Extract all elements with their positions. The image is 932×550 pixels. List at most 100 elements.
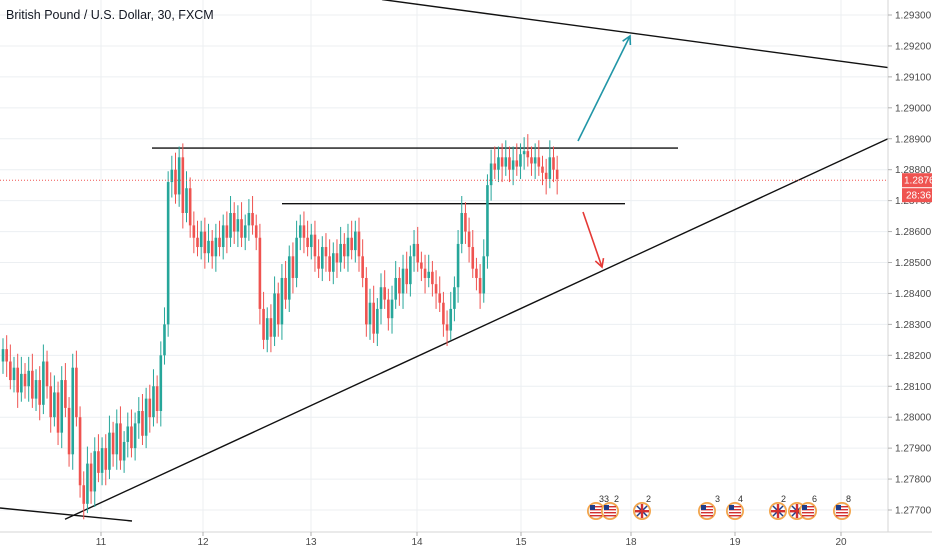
arrow-up[interactable] [577, 35, 631, 142]
arrow-down[interactable] [582, 211, 603, 268]
candle-body [210, 240, 214, 257]
time-axis-panel[interactable] [0, 532, 932, 550]
candle-body [155, 386, 159, 411]
candle-body [247, 213, 251, 226]
us-flag-event-icon[interactable] [833, 502, 851, 520]
flag-stripe [836, 512, 848, 514]
x-tick-label: 12 [197, 537, 209, 548]
trend-lines[interactable] [0, 0, 889, 522]
candle-body [207, 240, 210, 254]
us-flag-event-icon[interactable] [587, 502, 605, 520]
candle-body [75, 367, 78, 418]
y-tick-label: 1.29000 [895, 103, 932, 114]
candle-body [434, 284, 438, 294]
candle-body [20, 373, 23, 393]
candle-body [445, 324, 449, 331]
candle-body [324, 247, 328, 257]
flag-stripe [604, 509, 616, 511]
candle-body [276, 293, 280, 325]
y-tick-label: 1.28900 [895, 134, 932, 145]
candle-body [236, 219, 240, 232]
candle-body [431, 271, 434, 285]
candle-body [273, 293, 276, 337]
candle-body [93, 451, 97, 492]
candle-body [548, 157, 552, 179]
flag-stripe [802, 512, 814, 514]
candle-body [500, 157, 504, 167]
candle-body [49, 386, 53, 418]
x-tick-label: 13 [305, 537, 317, 548]
candle-body [1, 349, 5, 362]
candle-body [104, 448, 108, 470]
candle-body [5, 349, 8, 362]
y-tick-label: 1.29200 [895, 41, 932, 52]
candle-body [493, 163, 497, 170]
candle-body [240, 219, 243, 238]
candle-body [306, 237, 309, 248]
candle-body [555, 169, 559, 179]
us-flag-event-icon[interactable] [601, 502, 619, 520]
candle-body [122, 441, 126, 461]
candle-body [453, 287, 456, 309]
candle-body [317, 256, 320, 269]
flag-canton [836, 505, 841, 510]
flag-stripe [590, 512, 602, 514]
candle-body [390, 299, 394, 319]
candle-body [280, 277, 284, 325]
candle-body [192, 225, 196, 238]
candle-body [185, 188, 188, 213]
y-tick-label: 1.28500 [895, 258, 932, 269]
candle-body [100, 448, 104, 473]
candle-body [214, 237, 218, 257]
candle-body [398, 277, 401, 294]
candle-body [258, 237, 262, 309]
us-flag-event-icon[interactable] [698, 502, 716, 520]
candle-body [309, 234, 313, 248]
candle-body [544, 172, 548, 179]
candle-body [335, 253, 339, 263]
flag-cross [776, 504, 780, 518]
flag-cross [795, 504, 799, 518]
uk-flag-event-icon[interactable] [769, 502, 787, 520]
flag-stripe [604, 512, 616, 514]
candle-body [302, 225, 306, 238]
candle-body [291, 256, 295, 278]
candle-body [284, 277, 287, 300]
countdown-tag [902, 188, 932, 203]
uk-flag-event-icon[interactable] [633, 502, 651, 520]
candle-body [412, 243, 416, 257]
us-flag-event-icon[interactable] [799, 502, 817, 520]
trend-line[interactable] [64, 138, 889, 520]
arrow-head [594, 257, 605, 269]
candle-body [519, 154, 522, 167]
candle-body [438, 293, 442, 303]
y-tick-label: 1.27800 [895, 475, 932, 486]
candle-body [174, 169, 177, 195]
event-count: 2 [781, 494, 786, 504]
candle-body [159, 355, 163, 411]
flag-stripe [590, 506, 602, 508]
candle-body [541, 166, 544, 173]
candle-body [133, 423, 137, 449]
candle-body [332, 253, 335, 272]
candle-body [486, 185, 489, 257]
trend-line[interactable] [0, 507, 133, 522]
x-tick-label: 15 [515, 537, 527, 548]
price-axis-panel[interactable] [888, 0, 932, 532]
candle-body [287, 256, 291, 300]
candle-body [34, 380, 38, 399]
flag-stripe [701, 506, 713, 508]
candle-body [489, 163, 493, 186]
projection-arrows[interactable] [577, 34, 632, 269]
candle-body [368, 302, 372, 325]
us-flag-event-icon[interactable] [726, 502, 744, 520]
candle-body [478, 277, 482, 294]
economic-events[interactable]: 33 2 2 3 4 2 6 8 [587, 494, 851, 520]
trend-line[interactable] [381, 0, 889, 69]
candle-body [196, 237, 199, 248]
candle-body [229, 213, 232, 238]
x-tick-label: 18 [625, 537, 637, 548]
candle-body [467, 231, 471, 248]
candle-body [552, 157, 555, 170]
